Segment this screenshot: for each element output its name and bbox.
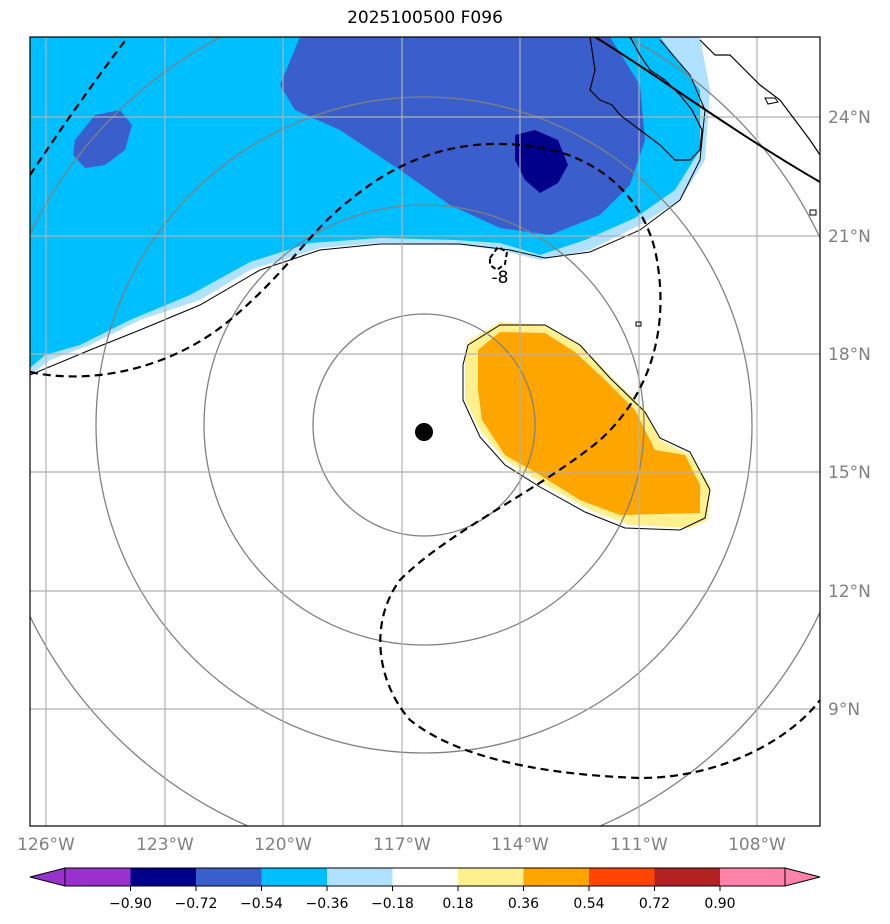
colorbar-tick-2: −0.72 bbox=[175, 896, 218, 912]
fill-royal-blue bbox=[280, 37, 645, 235]
map-frame bbox=[29, 36, 821, 827]
lat-label-9n: 9°N bbox=[828, 700, 860, 720]
fill-orange bbox=[478, 332, 700, 515]
lat-label-12n: 12°N bbox=[828, 582, 871, 602]
lon-label-114w: 114°W bbox=[491, 835, 549, 855]
colorbar-tick-4: −0.36 bbox=[306, 896, 349, 912]
colorbar-tick-9: 0.72 bbox=[639, 896, 670, 912]
lat-label-18n: 18°N bbox=[828, 345, 871, 365]
dashed-contour-small bbox=[489, 245, 509, 272]
colorbar-bin-3 bbox=[196, 868, 262, 886]
colorbar-tick-10: 0.90 bbox=[704, 896, 735, 912]
colorbar-extend-low bbox=[29, 867, 66, 887]
colorbar-bin-9 bbox=[589, 868, 655, 886]
lon-label-111w: 111°W bbox=[610, 835, 668, 855]
range-rings bbox=[30, 37, 820, 826]
coastline-islands bbox=[635, 97, 817, 327]
lat-label-21n: 21°N bbox=[828, 227, 871, 247]
dashed-contour-northwest bbox=[30, 37, 129, 176]
colorbar-tick-3: −0.54 bbox=[240, 896, 283, 912]
lat-label-24n: 24°N bbox=[828, 108, 871, 128]
colorbar-frame bbox=[64, 867, 786, 887]
colorbar-bin-7 bbox=[458, 868, 524, 886]
colorbar-bin-11 bbox=[720, 868, 785, 886]
lon-label-126w: 126°W bbox=[17, 835, 75, 855]
lon-label-108w: 108°W bbox=[728, 835, 786, 855]
colorbar-tick-5: −0.18 bbox=[371, 896, 414, 912]
colorbar: −0.90 −0.72 −0.54 −0.36 −0.18 0.18 0.36 … bbox=[29, 867, 821, 912]
colorbar-bin-10 bbox=[654, 868, 720, 886]
storm-center-marker bbox=[415, 423, 433, 441]
coastline-mainland bbox=[699, 39, 820, 156]
colorbar-bin-8 bbox=[523, 868, 589, 886]
lon-label-120w: 120°W bbox=[254, 835, 312, 855]
colorbar-tick-7: 0.36 bbox=[508, 896, 539, 912]
colorbar-tick-6: 0.18 bbox=[442, 896, 473, 912]
colorbar-extend-high bbox=[784, 867, 821, 887]
lon-label-123w: 123°W bbox=[136, 835, 194, 855]
colorbar-bin-4 bbox=[261, 868, 327, 886]
colorbar-tick-1: −0.90 bbox=[109, 896, 152, 912]
colorbar-bin-1 bbox=[65, 868, 131, 886]
gridlines bbox=[30, 37, 820, 826]
coastline-baja bbox=[589, 37, 703, 161]
colorbar-tick-marks bbox=[130, 886, 721, 891]
fill-royal-blue-small bbox=[73, 110, 132, 168]
contour-zero-south bbox=[462, 324, 711, 531]
colorbar-bin-2 bbox=[130, 868, 196, 886]
colorbar-bin-5 bbox=[327, 868, 393, 886]
colorbar-tick-8: 0.54 bbox=[573, 896, 604, 912]
map-title: 2025100500 F096 bbox=[347, 8, 503, 28]
contour-zero-north bbox=[30, 39, 706, 376]
contour-label: -8 bbox=[492, 268, 509, 288]
border-line bbox=[594, 37, 820, 183]
lon-label-117w: 117°W bbox=[373, 835, 431, 855]
dashed-contour bbox=[30, 142, 820, 780]
lat-label-15n: 15°N bbox=[828, 463, 871, 483]
colorbar-bin-6 bbox=[392, 868, 458, 886]
